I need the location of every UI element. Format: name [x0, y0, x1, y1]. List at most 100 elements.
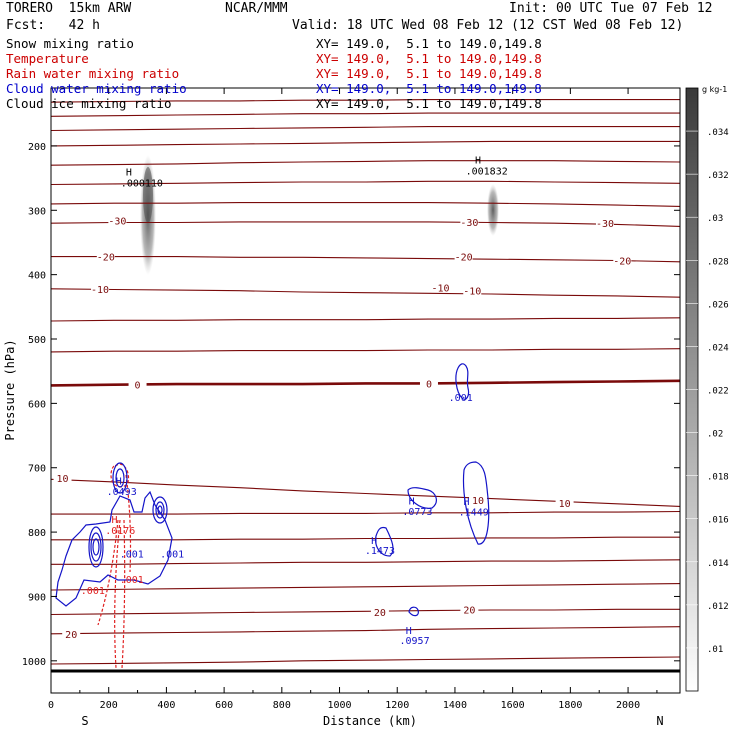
temperature-contour-16 [50, 160, 681, 166]
temperature-contour-4 [51, 559, 681, 565]
temperature-contour-18 [50, 126, 680, 132]
field-rain-xy: XY= 149.0, 5.1 to 149.0,149.8 [316, 66, 542, 81]
colorbar-tick-label: .03 [707, 214, 723, 224]
cloud-contour-upper [455, 363, 470, 400]
cloud-water-contours [55, 363, 490, 617]
annotation-label: H [111, 515, 117, 526]
plot-area [51, 88, 680, 693]
colorbar-tick-label: .026 [707, 300, 729, 310]
colorbar-tick-label: .016 [707, 516, 729, 526]
annotation-label: .0957 [399, 636, 429, 647]
y-tick-label: 800 [28, 528, 46, 539]
temperature-label: -20 [97, 253, 115, 264]
annotation-label: .0493 [107, 487, 137, 498]
temperature-contour-14 [50, 202, 681, 207]
field-temp-xy: XY= 149.0, 5.1 to 149.0,149.8 [316, 51, 542, 66]
colorbar: .01 .012 .014 .016 .018 .02 .022 .024 .026 .028 .0… [685, 85, 729, 692]
valid-time: Valid: 18 UTC Wed 08 Feb 12 (12 CST Wed … [292, 18, 684, 33]
north-label: N [656, 714, 663, 728]
temperature-label: 20 [65, 630, 77, 641]
temperature-label: -10 [431, 284, 449, 295]
temperature-label: 20 [374, 608, 386, 619]
temperature-label-bg [431, 282, 450, 293]
temperature-label-bg [370, 606, 389, 617]
temperature-label-bg [454, 251, 473, 262]
x-tick-label: 600 [215, 700, 233, 711]
colorbar-tick-label: .034 [707, 128, 729, 138]
south-label: S [81, 714, 88, 728]
temperature-label-bg [463, 285, 482, 296]
annotation-label: .001 [81, 586, 105, 597]
temperature-label: -30 [596, 219, 614, 230]
temperature-label: 0 [426, 379, 432, 390]
init-time: Init: 00 UTC Tue 07 Feb 12 [509, 1, 713, 16]
x-tick-label: 1000 [327, 700, 351, 711]
x-axis: 0 200 400 600 800 1000 1200 1400 1600 1800 2000 [48, 88, 658, 711]
temperature-contour-0 [50, 656, 681, 665]
x-tick-label: 800 [273, 700, 291, 711]
temperature-label: 10 [57, 474, 69, 485]
model-title: TORERO 15km ARW [6, 1, 132, 16]
temperature-label: 10 [559, 499, 571, 510]
snow-plume-right [487, 184, 499, 236]
y-tick-label: 600 [28, 399, 46, 410]
temperature-label-bg [613, 255, 632, 266]
temperature-contour-7 [50, 478, 681, 507]
forecast-hour: Fcst: 42 h [6, 18, 100, 33]
colorbar-tick-label: .022 [707, 387, 729, 397]
y-tick-label: 400 [28, 271, 46, 282]
cloud-contour-a1 [88, 526, 104, 568]
annotation-label: H [463, 497, 469, 508]
temperature-contour-5 [51, 536, 680, 541]
temperature-label: 0 [135, 381, 141, 392]
colorbar-tick-label: .014 [707, 559, 729, 569]
x-tick-label: 2000 [616, 700, 640, 711]
temperature-label: -10 [463, 287, 481, 298]
annotation-label: .000110 [121, 179, 163, 190]
annotation-label: H [475, 155, 481, 166]
field-snow-xy: XY= 149.0, 5.1 to 149.0,149.8 [316, 36, 542, 51]
field-snow-name: Snow mixing ratio [6, 36, 134, 51]
annotation-label: H [126, 168, 132, 179]
annotation-label: .001 [449, 393, 473, 404]
plot-frame [50, 87, 681, 694]
temperature-label-bg [419, 378, 438, 389]
cloud-contour-b2 [115, 468, 125, 488]
temperature-contour-13 [50, 221, 681, 227]
cloud-contour-c2 [155, 501, 165, 519]
colorbar-tick-label: .028 [707, 257, 729, 267]
y-tick-label: 200 [28, 142, 46, 153]
temperature-label-bg [460, 216, 479, 227]
colorbar-tick-label: .032 [707, 171, 729, 181]
field-cloudwater-name: Cloud water mixing ratio [6, 81, 187, 96]
field-annotations: H.000110H.001832.001H.0493H.0773H.1449H.… [81, 155, 508, 647]
cloud-contour-main [55, 490, 173, 607]
temperature-label: -10 [91, 285, 109, 296]
colorbar-tick-label: .018 [707, 473, 729, 483]
temperature-label-bg [91, 283, 110, 294]
temperature-labels: -30 -30 -30 -20 -20 -20 -10 -10 -10 0 0 10 10 10 20 20 2… [53, 215, 632, 641]
temperature-label: 20 [463, 605, 475, 616]
temperature-label-bg [108, 215, 127, 226]
cloud-contour-f [462, 461, 490, 545]
annotation-label: .0176 [105, 526, 135, 537]
temperature-label-bg [53, 473, 72, 484]
temperature-contour-9 [50, 348, 681, 353]
temperature-contour-3 [50, 583, 681, 591]
field-rain-name: Rain water mixing ratio [6, 66, 180, 81]
x-tick-label: 1200 [385, 700, 409, 711]
temperature-label: -20 [455, 253, 473, 264]
y-tick-label: 500 [28, 335, 46, 346]
temperature-contour-11 [50, 288, 681, 298]
temperature-label: -30 [108, 217, 126, 228]
rain-contour-4 [125, 474, 132, 573]
temperature-contour-8 [50, 379, 681, 387]
temperature-contour-6 [51, 510, 681, 515]
x-tick-label: 0 [48, 700, 54, 711]
x-axis-label: Distance (km) [323, 714, 417, 728]
y-tick-label: 700 [28, 464, 46, 475]
cloud-contour-e [407, 487, 437, 509]
y-tick-label: 300 [28, 206, 46, 217]
